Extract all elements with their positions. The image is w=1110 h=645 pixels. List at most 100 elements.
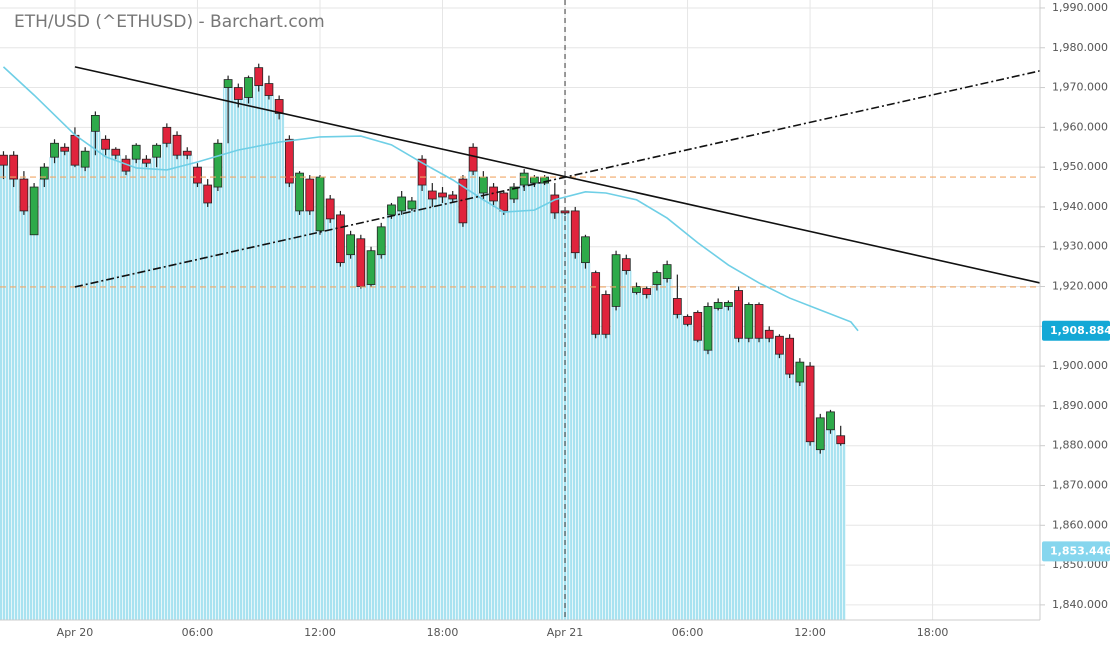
candle-body bbox=[713, 302, 723, 309]
price-fill bbox=[151, 157, 162, 620]
candle-body bbox=[530, 176, 539, 184]
candle-body bbox=[652, 272, 662, 285]
candle-body bbox=[142, 158, 151, 164]
candle-body bbox=[264, 83, 274, 96]
price-fill bbox=[570, 252, 581, 620]
price-label: 1,908.884 bbox=[1050, 324, 1110, 337]
y-tick-label: 1,890.000 bbox=[1052, 399, 1108, 412]
price-fill bbox=[396, 210, 407, 620]
price-fill bbox=[835, 443, 846, 620]
price-fill bbox=[284, 183, 295, 620]
candle-body bbox=[162, 126, 172, 144]
candle-body bbox=[213, 142, 223, 188]
candle-body bbox=[764, 329, 774, 339]
price-fill bbox=[753, 338, 765, 620]
y-tick-label: 1,920.000 bbox=[1052, 280, 1108, 293]
price-label-box bbox=[1042, 320, 1110, 341]
price-fill bbox=[90, 131, 101, 620]
candle-body bbox=[407, 200, 417, 210]
price-fill bbox=[682, 324, 693, 620]
candle-body bbox=[131, 144, 141, 160]
candle-body bbox=[550, 194, 560, 214]
overlay bbox=[0, 0, 1041, 620]
candle-body bbox=[387, 204, 396, 216]
candle-body bbox=[632, 286, 641, 293]
price-fill bbox=[304, 210, 315, 620]
price-fill bbox=[825, 429, 836, 620]
candle-body bbox=[284, 138, 294, 184]
price-fill bbox=[539, 183, 550, 620]
candle-body bbox=[570, 210, 580, 254]
price-fill bbox=[764, 338, 775, 620]
price-fill bbox=[28, 234, 40, 620]
candle-body bbox=[724, 302, 733, 307]
price-fill bbox=[427, 198, 438, 621]
price-fill bbox=[519, 185, 530, 620]
candle-body bbox=[50, 142, 59, 158]
y-tick-label: 1,990.000 bbox=[1052, 1, 1108, 14]
price-fill bbox=[631, 292, 642, 620]
candle-body bbox=[60, 146, 70, 152]
candle-body bbox=[744, 304, 754, 339]
candle-body bbox=[101, 138, 110, 150]
candle-body bbox=[19, 178, 29, 212]
price-fill bbox=[355, 286, 366, 620]
price-fill bbox=[212, 187, 223, 620]
price-fill bbox=[253, 85, 264, 620]
candle-body bbox=[601, 294, 611, 335]
candle-body bbox=[9, 154, 19, 180]
candle-body bbox=[438, 192, 447, 198]
candle-body bbox=[499, 192, 509, 212]
price-fill-group bbox=[0, 85, 846, 621]
candle-body bbox=[152, 144, 162, 158]
price-fill bbox=[702, 350, 714, 620]
candle-body bbox=[509, 186, 519, 200]
price-fill bbox=[233, 99, 244, 621]
price-fill bbox=[815, 449, 826, 620]
candle-body bbox=[693, 311, 703, 341]
price-fill bbox=[406, 208, 417, 620]
price-fill bbox=[161, 143, 172, 620]
x-tick-label: Apr 21 bbox=[547, 626, 584, 639]
candle-body bbox=[427, 190, 437, 200]
candle-body bbox=[836, 435, 846, 445]
trend-line bbox=[74, 66, 1041, 284]
candle-body bbox=[581, 236, 590, 264]
candle-body bbox=[591, 272, 601, 335]
y-tick-label: 1,900.000 bbox=[1052, 359, 1108, 372]
moving-average bbox=[2, 66, 859, 332]
y-tick-label: 1,880.000 bbox=[1052, 439, 1108, 452]
candle-body bbox=[305, 178, 315, 212]
candle-body bbox=[642, 288, 652, 295]
candle-body bbox=[254, 67, 264, 86]
candle-body bbox=[683, 315, 692, 325]
candle-body bbox=[244, 77, 253, 98]
y-tick-label: 1,840.000 bbox=[1052, 598, 1108, 611]
price-fill bbox=[743, 338, 754, 620]
candle-body bbox=[417, 158, 427, 186]
price-fill bbox=[8, 179, 19, 620]
candle-body bbox=[80, 150, 90, 168]
candle-body bbox=[346, 234, 355, 256]
price-fill bbox=[386, 214, 397, 621]
x-tick-label: 18:00 bbox=[427, 626, 459, 639]
price-fill bbox=[794, 382, 805, 620]
price-fill bbox=[662, 278, 673, 620]
trend-line bbox=[74, 70, 1041, 288]
price-fill bbox=[672, 314, 683, 620]
price-fill bbox=[641, 294, 652, 620]
price-fill bbox=[600, 334, 611, 620]
price-fill bbox=[784, 374, 795, 620]
candle-body bbox=[672, 298, 682, 315]
candle-body bbox=[366, 250, 376, 285]
price-fill bbox=[447, 198, 458, 621]
price-fill bbox=[120, 171, 132, 620]
price-fill bbox=[171, 155, 183, 620]
candle-body bbox=[70, 134, 80, 166]
candle-body bbox=[111, 148, 121, 156]
candle-body bbox=[274, 99, 284, 114]
price-fill bbox=[243, 97, 254, 621]
price-fill bbox=[274, 113, 285, 620]
y-tick-label: 1,980.000 bbox=[1052, 41, 1108, 54]
candle-body bbox=[356, 238, 366, 287]
